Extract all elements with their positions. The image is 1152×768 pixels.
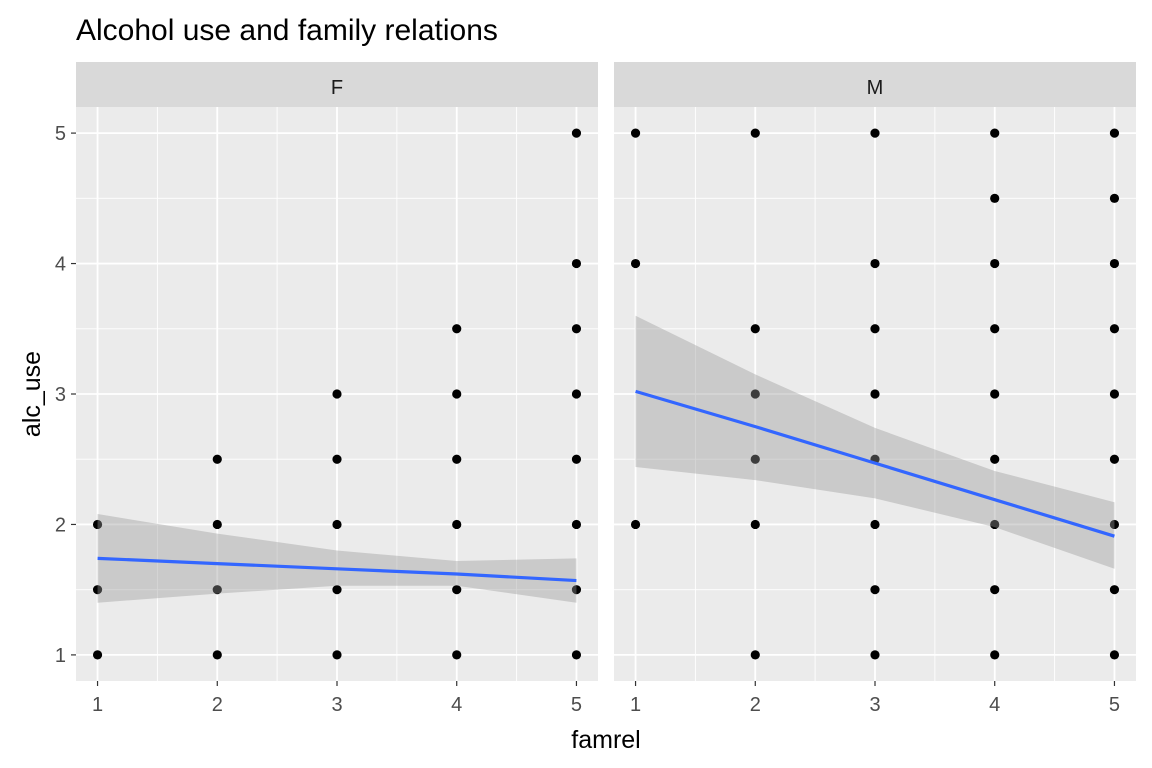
- data-point: [630, 258, 641, 269]
- data-point: [630, 128, 641, 138]
- data-point: [1109, 650, 1120, 660]
- panels-layer: F 1 2 3 4 5 1 2 3 4 5 M 1 2 3 4 5: [55, 62, 1136, 716]
- data-point: [452, 650, 462, 660]
- data-point: [990, 454, 1000, 464]
- data-point: [750, 324, 760, 334]
- data-point: [1109, 389, 1120, 399]
- data-point: [1109, 519, 1120, 530]
- data-point: [571, 128, 582, 138]
- y-tick-label: 1: [55, 645, 66, 667]
- data-point: [571, 585, 582, 595]
- data-point: [1109, 585, 1120, 595]
- x-tick-label: 1: [92, 694, 103, 716]
- data-point: [92, 519, 103, 530]
- data-point: [1109, 193, 1120, 203]
- data-point: [990, 519, 1000, 530]
- x-tick-label: 3: [331, 694, 342, 716]
- data-point: [332, 454, 342, 464]
- data-point: [750, 128, 760, 138]
- data-point: [750, 519, 760, 530]
- data-point: [212, 454, 222, 464]
- x-tick-label: 4: [451, 694, 462, 716]
- data-point: [92, 650, 103, 660]
- data-point: [1109, 258, 1120, 269]
- data-point: [212, 650, 222, 660]
- data-point: [1109, 128, 1120, 138]
- data-point: [990, 389, 1000, 399]
- confidence-band: [635, 315, 1115, 569]
- data-point: [452, 585, 462, 595]
- y-tick-label: 2: [55, 514, 66, 536]
- data-point: [92, 585, 103, 595]
- data-point: [990, 128, 1000, 138]
- data-point: [571, 389, 582, 399]
- data-point: [750, 650, 760, 660]
- data-point: [452, 389, 462, 399]
- smooth-line: [97, 556, 577, 583]
- x-tick-label: 1: [630, 694, 641, 716]
- x-axis-title: famrel: [571, 726, 640, 754]
- data-point: [332, 519, 342, 530]
- x-tick-label: 4: [989, 694, 1000, 716]
- data-point: [870, 324, 880, 334]
- data-point: [870, 389, 880, 399]
- data-point: [571, 454, 582, 464]
- data-point: [1109, 324, 1120, 334]
- data-point: [990, 324, 1000, 334]
- data-point: [452, 324, 462, 334]
- data-point: [870, 128, 880, 138]
- data-point: [990, 258, 1000, 269]
- facet-strip: [76, 62, 598, 107]
- data-point: [1109, 454, 1120, 464]
- data-point: [990, 193, 1000, 203]
- data-point: [212, 585, 222, 595]
- x-tick-label: 2: [750, 694, 761, 716]
- data-point: [452, 454, 462, 464]
- x-tick-label: 3: [869, 694, 880, 716]
- data-point: [332, 389, 342, 399]
- data-point: [571, 650, 582, 660]
- data-point: [750, 454, 760, 464]
- data-point: [212, 519, 222, 530]
- x-tick-label: 5: [571, 694, 582, 716]
- y-tick-label: 5: [55, 123, 66, 145]
- facet-strip-label: M: [867, 77, 884, 99]
- y-tick-label: 3: [55, 384, 66, 406]
- panel-M: M 1 2 3 4 5: [614, 62, 1136, 716]
- data-point: [870, 258, 880, 269]
- x-tick-label: 2: [212, 694, 223, 716]
- y-axis-title: alc_use: [18, 351, 46, 437]
- data-point: [332, 585, 342, 595]
- data-point: [571, 258, 582, 269]
- data-point: [870, 585, 880, 595]
- data-point: [630, 519, 641, 530]
- facet-strip-label: F: [331, 77, 343, 99]
- panel-F: F 1 2 3 4 5 1 2 3 4 5: [55, 62, 598, 716]
- data-point: [571, 324, 582, 334]
- data-point: [452, 519, 462, 530]
- x-tick-label: 5: [1109, 694, 1120, 716]
- chart-title: Alcohol use and family relations: [76, 14, 498, 47]
- data-point: [870, 650, 880, 660]
- data-point: [750, 389, 760, 399]
- data-point: [990, 650, 1000, 660]
- smooth-line: [635, 389, 1115, 538]
- data-point: [990, 585, 1000, 595]
- data-point: [571, 519, 582, 530]
- facet-strip: [614, 62, 1136, 107]
- data-point: [332, 650, 342, 660]
- data-point: [870, 519, 880, 530]
- y-tick-label: 4: [55, 254, 66, 276]
- confidence-band: [97, 514, 577, 603]
